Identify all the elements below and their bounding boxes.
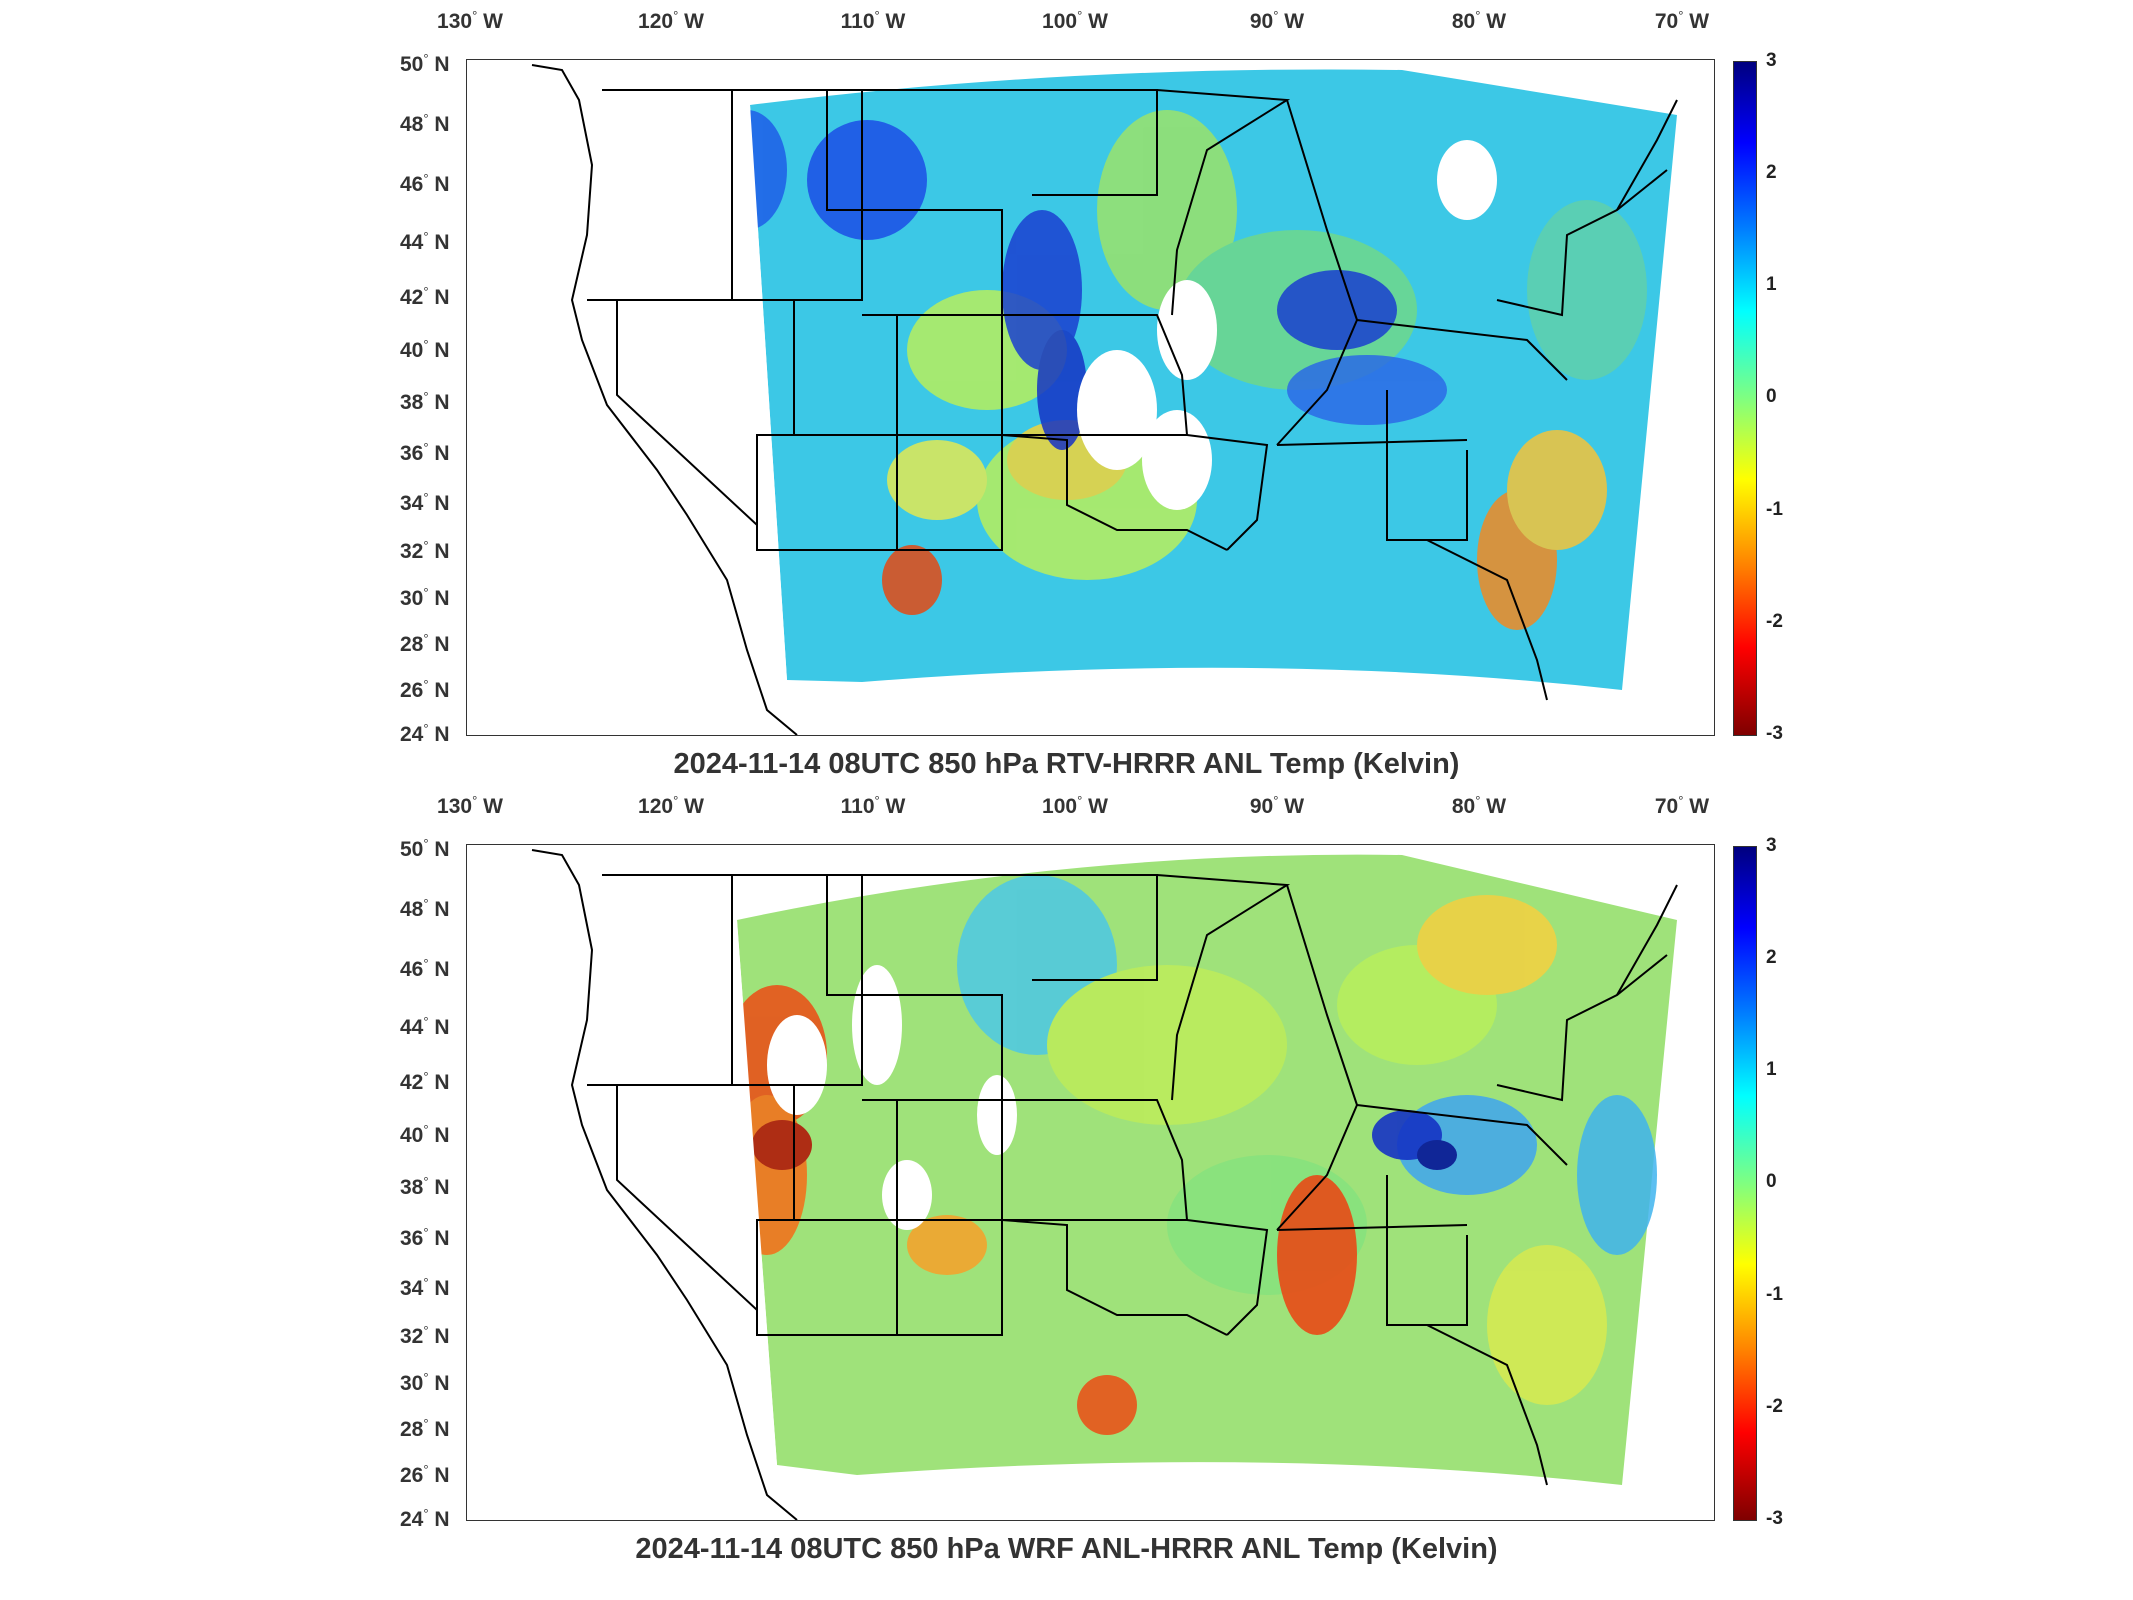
lat-label-44: 44° N	[400, 1014, 450, 1039]
lat-label-40: 40° N	[400, 337, 450, 362]
panel-title: 2024-11-14 08UTC 850 hPa RTV-HRRR ANL Te…	[673, 748, 1460, 780]
panel-title: 2024-11-14 08UTC 850 hPa WRF ANL-HRRR AN…	[635, 1533, 1498, 1565]
map-panel-rtv: 130° W 120° W 110° W 100° W 90° W 80° W …	[400, 8, 1783, 780]
map-panel-wrf: 130° W 120° W 110° W 100° W 90° W 80° W …	[0, 785, 2133, 1585]
map-area	[466, 844, 1715, 1521]
wrf-missing-data	[467, 845, 1017, 1520]
colorbar-tick: 1	[1766, 1059, 1777, 1080]
state-borders	[531, 64, 1678, 735]
lat-label-24: 24° N	[400, 1506, 450, 1531]
lon-label-80: 80° W	[1451, 8, 1507, 33]
colorbar-tick: -3	[1766, 1508, 1783, 1529]
lat-label-46: 46° N	[400, 171, 450, 196]
lat-label-44: 44° N	[400, 229, 450, 254]
lat-label-50: 50° N	[400, 836, 450, 861]
lat-label-26: 26° N	[400, 677, 450, 702]
colorbar-tick: -3	[1766, 723, 1783, 744]
lon-label-110: 110° W	[840, 8, 906, 33]
lat-label-38: 38° N	[400, 1174, 450, 1199]
lon-label-100: 100° W	[1042, 793, 1108, 818]
lat-label-48: 48° N	[400, 111, 450, 136]
lat-label-34: 34° N	[400, 1275, 450, 1300]
lat-label-36: 36° N	[400, 1225, 450, 1250]
colorbar-tick: 0	[1766, 1171, 1777, 1192]
rtv-missing-data	[467, 60, 1497, 735]
colorbar-tick: -2	[1766, 1396, 1783, 1417]
state-borders	[531, 849, 1678, 1520]
colorbar-tick: -1	[1766, 1284, 1783, 1305]
lon-label-90: 90° W	[1249, 793, 1305, 818]
lat-label-32: 32° N	[400, 538, 450, 563]
colorbar	[1733, 846, 1757, 1521]
lat-label-48: 48° N	[400, 896, 450, 921]
colorbar-tick: 2	[1766, 947, 1777, 968]
lon-label-100: 100° W	[1042, 8, 1108, 33]
colorbar-tick: 2	[1766, 162, 1777, 183]
colorbar	[1733, 61, 1757, 736]
rtv-cold-blobs	[707, 110, 1447, 450]
colorbar-tick: -2	[1766, 611, 1783, 632]
lat-label-34: 34° N	[400, 490, 450, 515]
temperature-difference-map	[467, 60, 1678, 735]
lon-label-130: 130° W	[437, 793, 503, 818]
colorbar-tick: 1	[1766, 274, 1777, 295]
lon-label-90: 90° W	[1249, 8, 1305, 33]
lon-label-120: 120° W	[638, 793, 704, 818]
rtv-data-field	[750, 69, 1677, 690]
temperature-difference-map	[467, 845, 1678, 1520]
map-area	[466, 59, 1715, 736]
lat-label-30: 30° N	[400, 1370, 450, 1395]
colorbar-tick: -1	[1766, 499, 1783, 520]
lat-label-28: 28° N	[400, 1416, 450, 1441]
lon-label-70: 70° W	[1654, 8, 1710, 33]
lat-label-36: 36° N	[400, 440, 450, 465]
lat-label-46: 46° N	[400, 956, 450, 981]
lat-label-26: 26° N	[400, 1462, 450, 1487]
lat-label-40: 40° N	[400, 1122, 450, 1147]
lat-label-50: 50° N	[400, 51, 450, 76]
lat-label-38: 38° N	[400, 389, 450, 414]
lat-label-28: 28° N	[400, 631, 450, 656]
lat-label-42: 42° N	[400, 1069, 450, 1094]
colorbar-tick: 3	[1766, 50, 1777, 71]
colorbar-tick: 3	[1766, 835, 1777, 856]
lat-label-30: 30° N	[400, 585, 450, 610]
lat-label-32: 32° N	[400, 1323, 450, 1348]
lon-label-80: 80° W	[1451, 793, 1507, 818]
lon-label-130: 130° W	[437, 8, 503, 33]
lat-label-42: 42° N	[400, 284, 450, 309]
lon-label-120: 120° W	[638, 8, 704, 33]
lon-label-70: 70° W	[1654, 793, 1710, 818]
lon-label-110: 110° W	[840, 793, 906, 818]
wrf-cold-blobs	[1372, 1110, 1457, 1170]
lat-label-24: 24° N	[400, 721, 450, 746]
colorbar-tick: 0	[1766, 386, 1777, 407]
